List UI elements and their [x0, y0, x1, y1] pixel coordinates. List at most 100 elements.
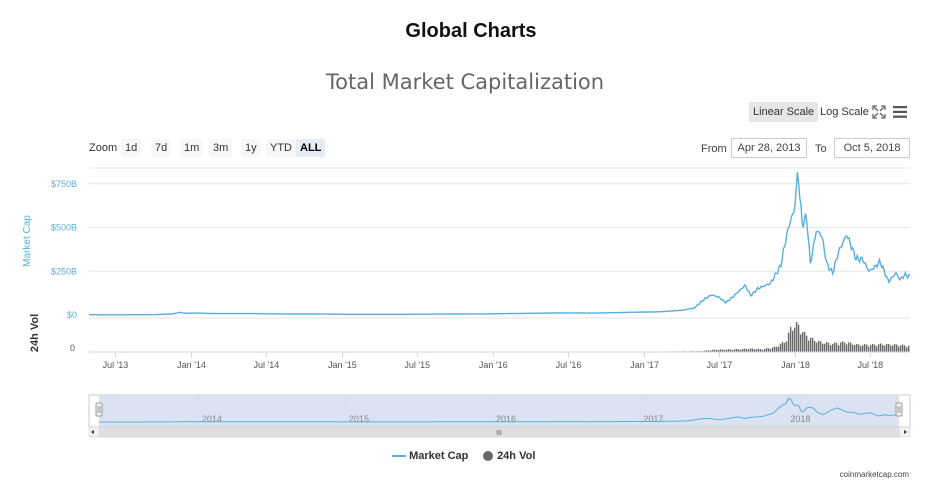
- volume-bar: [711, 349, 714, 352]
- scroll-left-arrow-icon[interactable]: [91, 430, 94, 434]
- navigator-year-label: 2015: [349, 414, 369, 424]
- zoom-1d-button[interactable]: 1d: [121, 139, 142, 157]
- volume-bar: [811, 337, 814, 352]
- x-tick-label: Jan '15: [328, 360, 357, 370]
- volume-bar: [741, 348, 744, 352]
- legend-market-cap[interactable]: Market Cap: [392, 449, 468, 463]
- volume-bar: [731, 350, 734, 352]
- volume-bar: [769, 349, 772, 352]
- zoom-1y-button[interactable]: 1y: [241, 139, 261, 157]
- volume-bar: [872, 343, 874, 352]
- y-axis-title: Market Cap: [22, 215, 33, 267]
- from-date-input[interactable]: Apr 28, 2013: [731, 138, 807, 158]
- y-axis-ticks: $0 $250B $500B $750B: [51, 179, 77, 320]
- volume-bar: [886, 343, 888, 352]
- volume-bar: [777, 346, 780, 352]
- zoom-3m-button[interactable]: 3m: [209, 139, 233, 157]
- expand-icon[interactable]: [872, 105, 886, 119]
- navigator-year-label: 2018: [790, 414, 810, 424]
- legend-24h-vol[interactable]: 24h Vol: [482, 449, 535, 463]
- zoom-ytd-button[interactable]: YTD: [266, 139, 296, 157]
- page-title: Global Charts: [405, 20, 537, 42]
- volume-bar: [735, 349, 738, 352]
- x-tick-label: Jan '14: [177, 360, 206, 370]
- scrollbar-thumb[interactable]: [98, 426, 900, 438]
- navigator-left-handle[interactable]: [95, 402, 103, 417]
- volume-bar: [900, 345, 902, 352]
- volume-bar: [759, 349, 762, 352]
- navigator-year-label: 2016: [496, 414, 516, 424]
- zoom-label: Zoom: [89, 142, 118, 154]
- volume-bar: [785, 341, 788, 352]
- volume-bar: [767, 348, 770, 352]
- volume-bar: [859, 346, 862, 352]
- volume-bar: [849, 342, 852, 352]
- navigator-year-label: 2014: [202, 414, 222, 424]
- volume-bar: [839, 342, 842, 352]
- navigator-right-handle[interactable]: [895, 402, 903, 417]
- volume-bar: [906, 347, 908, 352]
- volume-bar: [890, 345, 892, 352]
- volume-bar: [709, 350, 712, 352]
- volume-bar: [898, 346, 900, 352]
- volume-bar: [904, 345, 906, 352]
- volume-bar: [757, 348, 760, 352]
- volume-bar: [817, 340, 820, 352]
- navigator[interactable]: 2014 2015 2016 2017 2018: [88, 394, 911, 428]
- navigator-year-label: 2017: [643, 414, 663, 424]
- volume-bar: [781, 342, 784, 352]
- volume-bar: [847, 342, 850, 352]
- footer-credit[interactable]: coinmarketcap.com: [839, 470, 909, 479]
- to-date-input[interactable]: Oct 5, 2018: [834, 138, 910, 158]
- grid-lines: [89, 167, 910, 319]
- volume-bar: [853, 345, 856, 352]
- linear-scale-button[interactable]: Linear Scale: [749, 102, 819, 122]
- volume-bar: [703, 350, 706, 352]
- volume-bar: [857, 344, 860, 352]
- volume-bar: [809, 337, 812, 352]
- volume-bar: [833, 342, 836, 352]
- volume-bar: [733, 349, 736, 352]
- navigator-scrollbar[interactable]: III: [88, 426, 911, 438]
- volume-bar: [805, 335, 808, 352]
- volume-bar: [765, 348, 768, 352]
- volume-bar: [793, 327, 796, 352]
- legend-24h-vol-label: 24h Vol: [497, 450, 536, 462]
- y2-tick-label: 0: [70, 343, 75, 353]
- volume-bar: [835, 343, 838, 352]
- volume-bar: [727, 349, 730, 352]
- volume-bar: [791, 330, 794, 352]
- volume-bar: [855, 344, 858, 352]
- volume-bars: [89, 321, 910, 352]
- volume-bar: [789, 326, 792, 352]
- volume-bar: [880, 343, 882, 352]
- volume-bar: [717, 350, 720, 352]
- volume-bar: [705, 350, 708, 352]
- volume-bar: [841, 341, 844, 352]
- volume-bar: [803, 331, 806, 352]
- volume-bar: [749, 348, 752, 352]
- dot-legend-icon: [483, 451, 493, 462]
- volume-bar: [725, 349, 728, 352]
- volume-bar: [819, 341, 822, 352]
- volume-bar: [707, 350, 710, 352]
- scroll-right-arrow-icon[interactable]: [904, 430, 907, 434]
- volume-bar: [865, 344, 868, 352]
- volume-bar: [723, 349, 726, 352]
- volume-bar: [775, 346, 778, 352]
- volume-bar: [801, 332, 804, 352]
- hamburger-icon[interactable]: [893, 105, 907, 119]
- zoom-1m-button[interactable]: 1m: [180, 139, 204, 157]
- x-axis-ticks: Jul '13 Jan '14 Jul '14 Jan '15 Jul '15 Jan '…: [103, 352, 883, 370]
- volume-bar: [773, 346, 776, 352]
- volume-bar: [715, 349, 718, 352]
- volume-bar: [863, 344, 866, 352]
- log-scale-button[interactable]: Log Scale: [820, 106, 869, 118]
- volume-bar: [825, 342, 828, 352]
- zoom-all-button[interactable]: ALL: [296, 139, 326, 157]
- volume-bar: [787, 332, 790, 352]
- volume-bar: [821, 343, 824, 352]
- zoom-7d-button[interactable]: 7d: [151, 139, 172, 157]
- volume-bar: [851, 344, 854, 352]
